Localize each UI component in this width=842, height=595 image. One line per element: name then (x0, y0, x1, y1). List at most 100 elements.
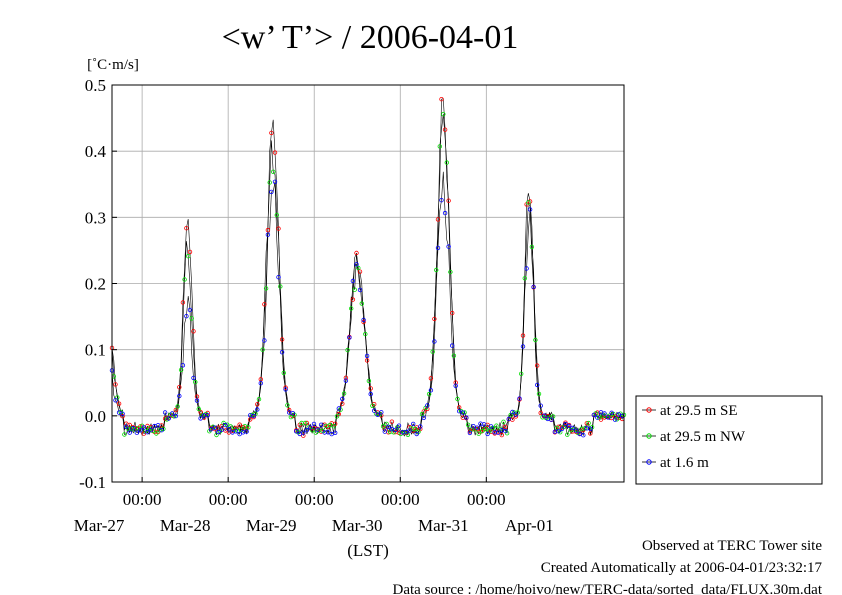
series-points (109, 96, 627, 438)
series-2-point-284 (612, 417, 618, 422)
series-1-point-209 (480, 428, 485, 434)
series-2-point-182 (432, 339, 437, 344)
series-0-point-44 (187, 249, 193, 255)
series-1-point-135 (349, 306, 354, 311)
series-0-point-82 (255, 402, 260, 407)
series-2-point-72 (237, 431, 242, 437)
y-tick-label-0: 0.5 (85, 76, 106, 95)
series-0-point-138 (354, 250, 359, 256)
series-1-point-193 (451, 353, 457, 358)
series-1-point-165 (402, 429, 407, 435)
series-1-point-43 (185, 254, 191, 259)
series-0-point-144 (364, 358, 370, 363)
series-2-point-194 (453, 383, 458, 388)
series-0-point-6 (120, 414, 125, 419)
series-0-point-36 (173, 407, 178, 413)
series-1-point-37 (175, 404, 180, 409)
series-2-point-286 (616, 412, 621, 417)
series-2-point-230 (517, 396, 522, 401)
series-2-point-122 (325, 430, 331, 435)
series-1-point-181 (430, 349, 435, 354)
y-tick-label-4: 0.1 (85, 341, 106, 360)
y-axis-unit: [˚C·m/s] (87, 57, 139, 73)
series-1-point-171 (412, 426, 418, 432)
series-1-point-133 (345, 347, 350, 353)
series-2-point-48 (194, 398, 200, 403)
series-2-point-16 (138, 428, 143, 433)
series-2-point-44 (187, 307, 193, 313)
y-tick-label-1: 0.4 (85, 142, 107, 161)
y-tick-label-3: 0.2 (85, 275, 106, 294)
series-1-point-221 (501, 419, 506, 424)
series-2-point-186 (439, 197, 444, 203)
series-1-point-97 (281, 370, 286, 376)
series-1-point-91 (271, 169, 276, 174)
series-2-point-156 (386, 424, 391, 430)
series-1-point-175 (419, 411, 425, 417)
x-day-label-2: Mar-29 (246, 516, 297, 535)
series-0-point-94 (276, 226, 281, 231)
series-2-point-56 (208, 427, 214, 432)
series-2-point-14 (134, 430, 139, 435)
series-1-point-207 (476, 431, 481, 436)
series-2-point-142 (361, 317, 366, 323)
series-2-point-254 (559, 426, 565, 432)
series-1-point-183 (434, 267, 439, 273)
x-day-label-0: Mar-27 (74, 516, 125, 535)
series-2-point-242 (538, 403, 543, 408)
series-1-point-109 (302, 420, 308, 426)
series-2-point-34 (169, 411, 175, 416)
series-2-point-46 (191, 375, 196, 381)
series-lines (111, 98, 625, 437)
x-tick-time-1: 00:00 (209, 490, 248, 509)
series-2-point-98 (283, 387, 288, 392)
legend-marker-2 (646, 459, 652, 465)
series-0-point-232 (520, 333, 526, 338)
series-2-point-162 (396, 423, 402, 428)
series-2-point-228 (513, 412, 519, 417)
series-2-point-28 (159, 428, 164, 433)
series-2-point-36 (173, 413, 178, 419)
series-1-point-143 (363, 331, 368, 337)
series-1-point-153 (380, 424, 386, 429)
series-1-point-45 (189, 316, 194, 321)
series-1-point-93 (274, 212, 279, 218)
series-2-point-282 (609, 410, 614, 415)
series-2-point-62 (219, 427, 224, 432)
series-0-point-40 (180, 300, 186, 305)
x-day-label-1: Mar-28 (160, 516, 211, 535)
x-day-label-3: Mar-30 (332, 516, 383, 535)
series-0-point-130 (340, 401, 345, 406)
series-2-point-108 (301, 430, 306, 435)
series-1-point-267 (582, 426, 588, 431)
series-2-point-114 (311, 421, 317, 427)
series-1-point-269 (586, 420, 591, 426)
series-1-point-201 (465, 422, 471, 427)
series-2-point-234 (524, 266, 529, 271)
series-2-point-180 (428, 388, 434, 393)
series-2-point-224 (506, 416, 511, 422)
series-2-point-10 (127, 430, 132, 435)
series-1-point-131 (341, 391, 347, 396)
series-1-point-231 (519, 371, 524, 376)
series-0-point-46 (191, 329, 196, 334)
series-0-point-240 (535, 363, 540, 368)
series-2-point-204 (471, 424, 476, 429)
series-2-point-22 (148, 427, 154, 433)
legend-marker-1 (646, 433, 652, 439)
series-2-point-130 (340, 396, 345, 402)
series-0-point-42 (184, 225, 189, 231)
series-1-point-251 (554, 425, 559, 431)
series-2-point-82 (255, 407, 260, 412)
legend: at 29.5 m SE at 29.5 m NW at 1.6 m (635, 395, 823, 485)
series-2-point-88 (265, 232, 271, 237)
series-1-point-125 (331, 424, 336, 429)
series-2-point-90 (269, 189, 274, 195)
series-0-point-108 (301, 433, 306, 438)
series-1-point-39 (178, 367, 184, 373)
series-2-point-214 (488, 424, 494, 429)
series-2-point-86 (262, 338, 267, 343)
series-2-point-92 (272, 179, 278, 184)
series-2-point-166 (403, 429, 409, 435)
series-2-point-212 (485, 431, 490, 437)
